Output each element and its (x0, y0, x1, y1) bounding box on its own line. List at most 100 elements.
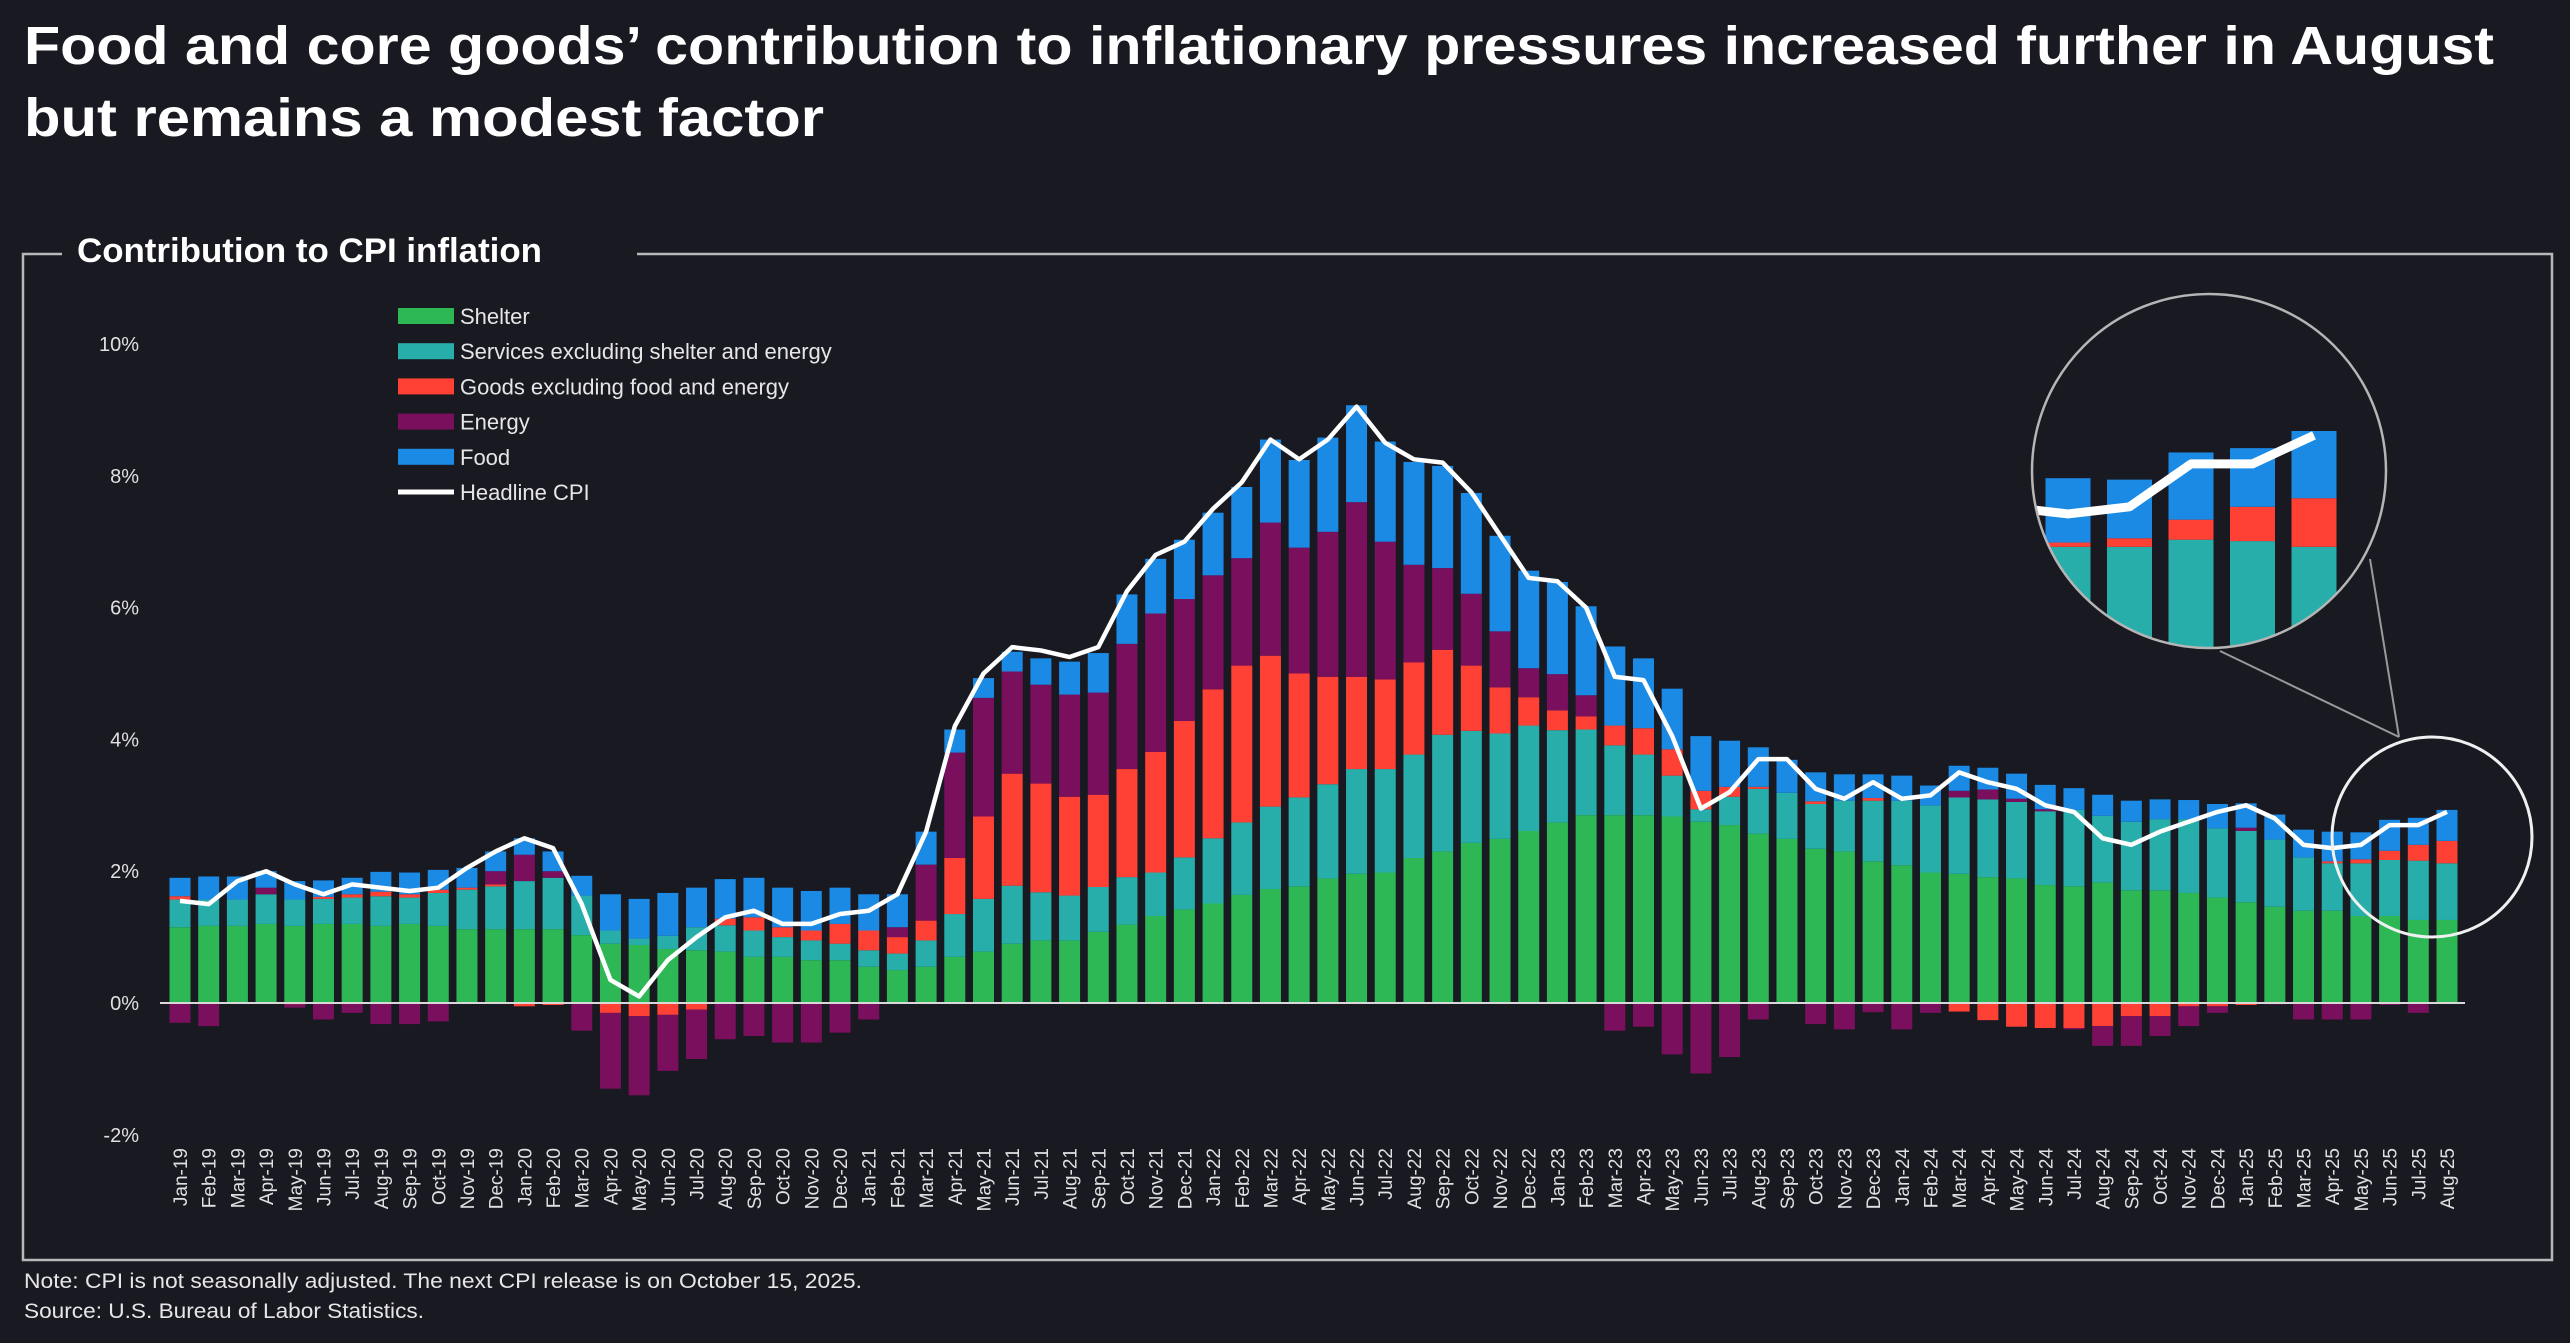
bar-shelter (542, 929, 564, 1003)
bar-goods-excluding-food-and-energy (2149, 1003, 2171, 1017)
bar-services-excluding-shelter-and-energy (1747, 788, 1769, 834)
bar-shelter (427, 925, 449, 1003)
bar-services-excluding-shelter-and-energy (542, 877, 564, 930)
bar-shelter (2407, 919, 2429, 1003)
bar-services-excluding-shelter-and-energy (456, 889, 478, 930)
bar-services-excluding-shelter-and-energy (485, 886, 507, 930)
bar-services-excluding-shelter-and-energy (2006, 802, 2028, 879)
bar-services-excluding-shelter-and-energy (226, 899, 248, 926)
x-tick-label: Mar-22 (1261, 1148, 1282, 1208)
bar-goods-excluding-food-and-energy (1747, 786, 1769, 789)
bar-energy (1087, 692, 1109, 795)
x-axis: Jan-19 Feb-19 Mar-19 Apr-19 May-19 Jun-19 Jul-… (171, 1148, 2459, 1212)
x-tick-label: May-25 (2352, 1148, 2373, 1211)
x-tick-label: Mar-23 (1606, 1148, 1627, 1208)
bar-shelter (2264, 906, 2286, 1003)
bar-goods-excluding-food-and-energy (2379, 850, 2401, 860)
bar-energy (915, 864, 937, 921)
bar-food (2149, 799, 2171, 820)
x-tick-label: Dec-20 (831, 1148, 852, 1209)
bar-goods-excluding-food-and-energy (1087, 794, 1109, 888)
bar-services-excluding-shelter-and-energy (1030, 892, 1052, 941)
bar-food (2436, 809, 2458, 841)
bar-goods-excluding-food-and-energy (599, 1003, 621, 1013)
bar-energy (485, 871, 507, 885)
bar-energy (1432, 568, 1454, 650)
bar-goods-excluding-food-and-energy (686, 1003, 708, 1010)
legend-swatch (398, 448, 454, 465)
bar-goods-excluding-food-and-energy (1805, 801, 1827, 804)
legend-swatch (398, 378, 454, 395)
bar-food (169, 877, 191, 897)
bar-food (1403, 461, 1425, 565)
bar-energy (1001, 671, 1023, 774)
x-tick-label: Oct-19 (429, 1148, 450, 1205)
bar-shelter (1805, 848, 1827, 1003)
bar-services-excluding-shelter-and-energy (800, 940, 822, 961)
x-tick-label: Feb-23 (1577, 1148, 1598, 1208)
bar-energy (2235, 827, 2257, 832)
bar-shelter (1719, 825, 1741, 1003)
magnifier-connector (2219, 650, 2400, 738)
bar-shelter (1432, 851, 1454, 1003)
bar-services-excluding-shelter-and-energy (2293, 857, 2315, 911)
bar-shelter (1546, 822, 1568, 1003)
bar-energy (1030, 684, 1052, 784)
bar-shelter (1030, 940, 1052, 1003)
bar-shelter (2092, 882, 2114, 1003)
bar-energy (657, 1014, 679, 1071)
legend: Shelter Services excluding shelter and en… (398, 304, 832, 505)
bar-energy (829, 1003, 851, 1033)
bar-energy (1948, 790, 1970, 798)
bar-services-excluding-shelter-and-energy (1977, 799, 1999, 878)
bar-energy (2063, 1028, 2085, 1030)
y-tick-label: 2% (110, 861, 139, 883)
bar-shelter (312, 923, 334, 1003)
bar-services-excluding-shelter-and-energy (1116, 877, 1138, 925)
bar-shelter (972, 951, 994, 1003)
bar-food (1776, 759, 1798, 793)
bar-shelter (399, 923, 421, 1003)
x-tick-label: Sep-23 (1778, 1148, 1799, 1209)
bar-shelter (772, 956, 794, 1003)
chart-title: Contribution to CPI inflation (77, 232, 542, 270)
x-tick-label: Jul-21 (1032, 1148, 1053, 1200)
bar-energy (1145, 613, 1167, 752)
bar-shelter (829, 960, 851, 1003)
bar-services-excluding-shelter-and-energy (1087, 887, 1109, 932)
bar-services-excluding-shelter-and-energy (2264, 839, 2286, 907)
x-tick-label: Feb-25 (2266, 1148, 2287, 1208)
bar-energy (341, 1003, 363, 1013)
bar-goods-excluding-food-and-energy (743, 917, 765, 931)
bar-goods-excluding-food-and-energy (657, 1003, 679, 1015)
chart-frame (21, 252, 2554, 1262)
bar-shelter (1001, 943, 1023, 1003)
bar-energy (2293, 1003, 2315, 1020)
y-tick-label: 8% (110, 466, 139, 488)
x-tick-label: Jul-20 (688, 1148, 709, 1200)
bar-services-excluding-shelter-and-energy (1633, 754, 1655, 816)
bar-energy (542, 871, 564, 878)
bar-energy (972, 697, 994, 817)
legend-label: Goods excluding food and energy (460, 374, 789, 399)
bar-services-excluding-shelter-and-energy (657, 935, 679, 949)
bar-goods-excluding-food-and-energy (1403, 662, 1425, 755)
bar-goods-excluding-food-and-energy (2120, 1003, 2142, 1017)
bar-energy (1116, 643, 1138, 770)
bar-energy (858, 1003, 880, 1020)
bar-goods-excluding-food-and-energy (2092, 1003, 2114, 1027)
bar-energy (1259, 522, 1281, 656)
x-tick-label: May-23 (1663, 1148, 1684, 1211)
bar-services-excluding-shelter-and-energy (628, 938, 650, 946)
bar-shelter (714, 951, 736, 1003)
bar-shelter (657, 948, 679, 1003)
bar-energy (743, 1003, 765, 1036)
x-tick-label: Mar-20 (573, 1148, 594, 1208)
bar-food (1173, 539, 1195, 600)
bar-energy (255, 887, 277, 895)
bar-energy (1833, 1003, 1855, 1030)
bar-goods-excluding-food-and-energy (2407, 844, 2429, 861)
bar-shelter (1747, 833, 1769, 1003)
bar-goods-excluding-food-and-energy (427, 889, 449, 893)
x-tick-label: May-24 (2008, 1148, 2029, 1212)
